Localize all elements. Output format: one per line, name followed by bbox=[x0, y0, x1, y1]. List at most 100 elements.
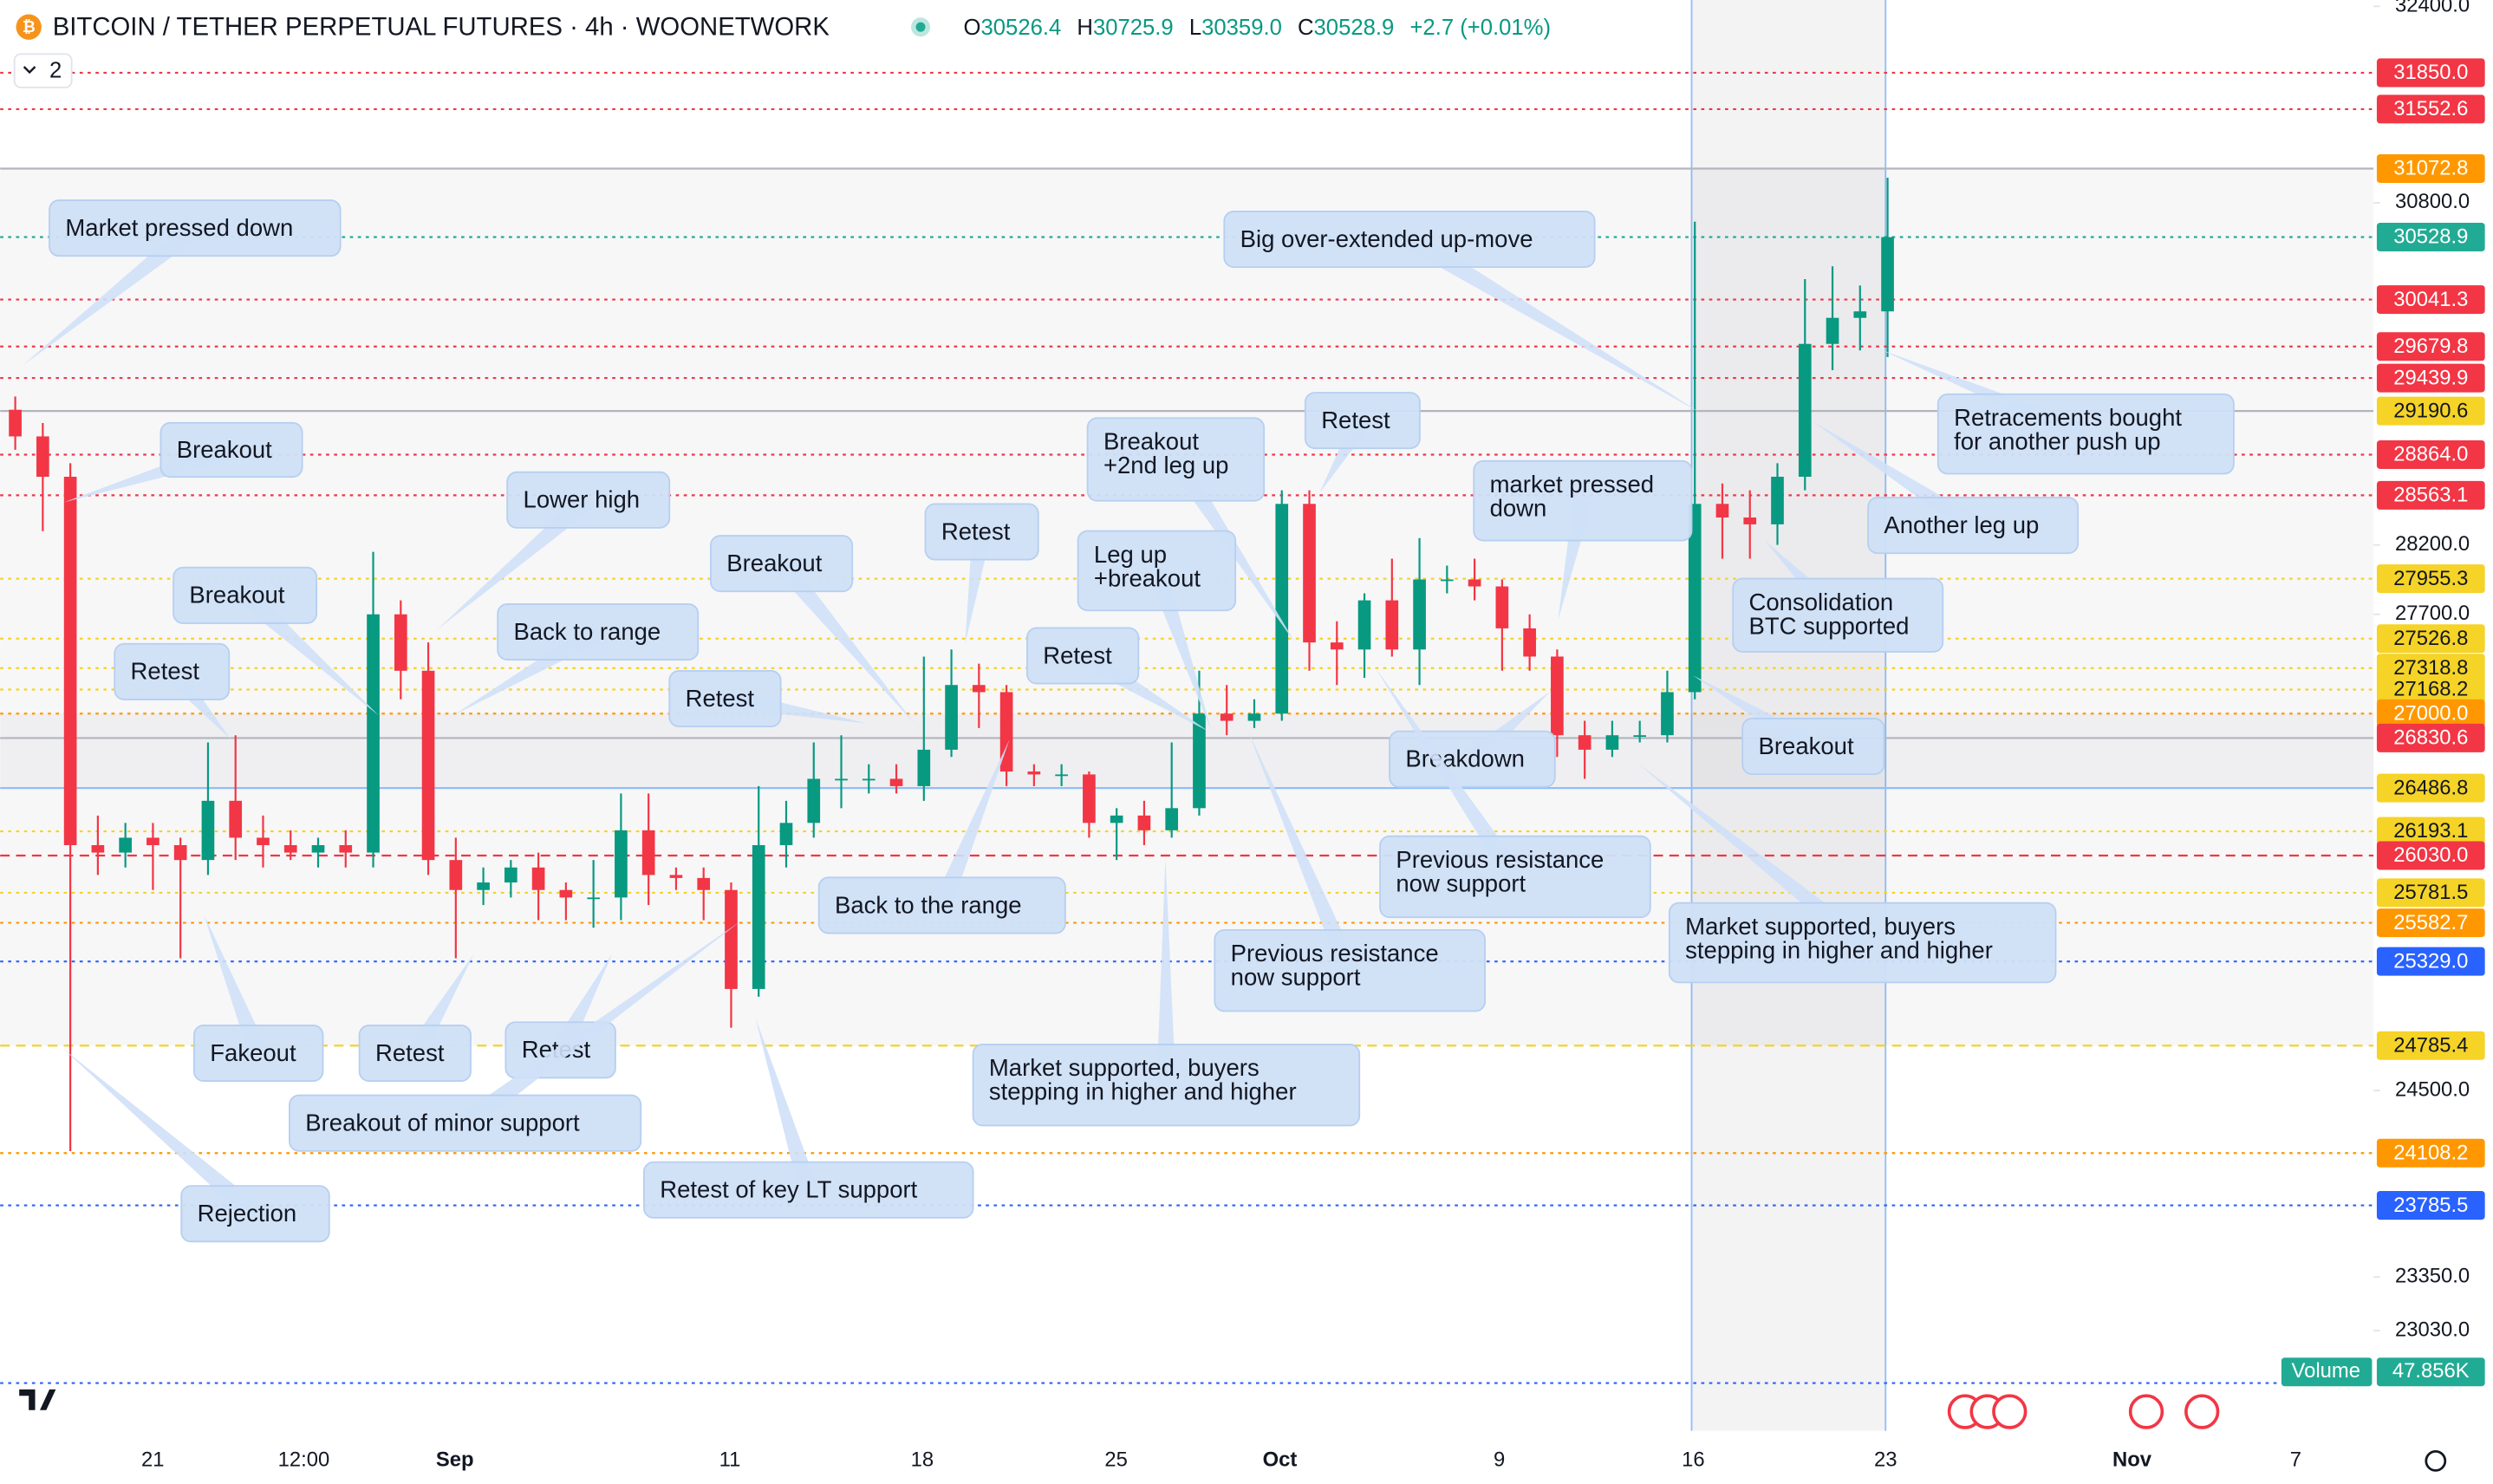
x-tick-label: 9 bbox=[1494, 1448, 1505, 1472]
event-flag[interactable] bbox=[2184, 1394, 2220, 1429]
candle-body bbox=[119, 837, 132, 853]
header-background bbox=[0, 0, 1622, 55]
callout-box bbox=[972, 1043, 1361, 1127]
y-tick-label: 24500.0 bbox=[2395, 1077, 2470, 1101]
symbol-title: BITCOIN / TETHER PERPETUAL FUTURES · 4h … bbox=[53, 13, 830, 42]
candle-body bbox=[1771, 476, 1784, 524]
candle-body bbox=[146, 837, 159, 845]
event-flag[interactable] bbox=[1992, 1394, 2028, 1429]
callout-line: +2nd leg up bbox=[1103, 452, 1229, 478]
x-tick-label: Nov bbox=[2112, 1448, 2152, 1472]
callout-line: Retest bbox=[941, 518, 1011, 545]
candle-body bbox=[63, 476, 77, 845]
candle-body bbox=[1495, 586, 1509, 628]
callout-box bbox=[924, 503, 1039, 561]
price-tag-label: 25329.0 bbox=[2393, 949, 2468, 973]
candle-body bbox=[669, 875, 683, 878]
callout-text: Market pressed down bbox=[65, 214, 293, 241]
candle-body bbox=[1193, 713, 1206, 809]
price-tag bbox=[2376, 723, 2485, 752]
callout-box bbox=[159, 421, 303, 478]
callout-line: stepping in higher and higher bbox=[1685, 937, 1993, 964]
candle-body bbox=[1881, 237, 1894, 312]
callout-tail bbox=[1404, 231, 1702, 413]
callout-box bbox=[289, 1094, 642, 1152]
callout-text: Rejection bbox=[198, 1200, 297, 1227]
callout-tail bbox=[459, 921, 739, 1131]
candle-body bbox=[1853, 311, 1867, 318]
callout-tail bbox=[1247, 731, 1359, 974]
callout-text: Retest bbox=[941, 518, 1011, 545]
callout-text: Retracements bought for another push up bbox=[1954, 404, 2182, 455]
price-tag bbox=[2376, 332, 2485, 361]
candle-body bbox=[587, 897, 600, 900]
callout-line: Breakout bbox=[177, 436, 272, 463]
y-tick-label: 23030.0 bbox=[2395, 1318, 2470, 1341]
candle-body bbox=[1661, 692, 1674, 736]
price-tag-label: 27000.0 bbox=[2393, 701, 2468, 725]
candle-body bbox=[697, 877, 711, 890]
callout-box bbox=[1732, 577, 1944, 653]
callout-line: Previous resistance bbox=[1231, 940, 1439, 967]
y-tick-label: 28200.0 bbox=[2395, 532, 2470, 556]
price-tag bbox=[2376, 947, 2485, 976]
callout-text: Retest bbox=[375, 1039, 445, 1066]
price-tag-label: 30041.3 bbox=[2393, 288, 2468, 311]
price-tag bbox=[2376, 674, 2485, 704]
x-tick-label: 23 bbox=[1874, 1448, 1897, 1472]
callout-line: Breakout bbox=[1759, 732, 1854, 759]
y-tick-label: 30800.0 bbox=[2395, 190, 2470, 213]
callout-line: now support bbox=[1231, 964, 1361, 991]
callout-line: Retest bbox=[1321, 407, 1390, 433]
callout-line: Lower high bbox=[524, 486, 641, 513]
price-tag bbox=[2376, 908, 2485, 938]
callout-text: Retest of key LT support bbox=[660, 1176, 917, 1203]
callout-box bbox=[817, 876, 1066, 934]
candle-body bbox=[1165, 808, 1179, 830]
price-tag bbox=[2376, 94, 2485, 124]
callout-box bbox=[180, 1185, 330, 1243]
symbol-icon-glyph: ₿ bbox=[23, 17, 36, 36]
price-tag bbox=[2376, 285, 2485, 315]
candle-body bbox=[91, 844, 105, 853]
callout-line: Leg up bbox=[1094, 541, 1167, 568]
callout-box bbox=[1077, 530, 1237, 612]
callout-line: Breakout bbox=[1103, 428, 1199, 455]
price-tag-label: 23785.5 bbox=[2393, 1194, 2468, 1217]
candle-body bbox=[917, 749, 931, 786]
event-flag[interactable] bbox=[2128, 1394, 2164, 1429]
price-tag bbox=[2376, 480, 2485, 510]
price-tag-label: 26030.0 bbox=[2393, 843, 2468, 867]
price-tag bbox=[2376, 396, 2485, 426]
callout-text: Back to the range bbox=[835, 892, 1022, 919]
callout-line: Big over-extended up-move bbox=[1240, 225, 1533, 252]
callout-box bbox=[1473, 459, 1693, 542]
callout-text: Back to range bbox=[514, 618, 661, 645]
callout-line: Breakout bbox=[726, 550, 822, 576]
x-tick-label: 21 bbox=[141, 1448, 165, 1472]
x-tick-label: 7 bbox=[2290, 1448, 2301, 1472]
price-tag-label: 25582.7 bbox=[2393, 911, 2468, 934]
callout-tail bbox=[22, 220, 201, 366]
collapse-button[interactable] bbox=[13, 53, 73, 88]
callout-box bbox=[497, 602, 700, 661]
price-tag-label: 25781.5 bbox=[2393, 881, 2468, 904]
candle-body bbox=[1083, 774, 1096, 823]
date-range-highlight bbox=[1691, 0, 1886, 1431]
callout-text: Previous resistance now support bbox=[1396, 846, 1604, 897]
candle-body bbox=[999, 692, 1013, 772]
axis-background bbox=[0, 1438, 2493, 1484]
callout-text: Fakeout bbox=[210, 1039, 296, 1066]
price-tag bbox=[2376, 773, 2485, 803]
ohlc-label: O bbox=[964, 16, 981, 40]
tradingview-logo[interactable] bbox=[19, 1389, 56, 1410]
annotations-layer: Market pressed down Breakout Lower high Bre… bbox=[22, 199, 2235, 1243]
candle-body bbox=[531, 867, 545, 890]
ohlc-label: H bbox=[1077, 16, 1093, 40]
price-tag-label: 27955.3 bbox=[2393, 567, 2468, 590]
callout-line: +breakout bbox=[1094, 565, 1201, 592]
settings-icon[interactable] bbox=[2425, 1450, 2447, 1472]
callout-box bbox=[1223, 210, 1596, 269]
price-tag bbox=[2376, 624, 2485, 654]
